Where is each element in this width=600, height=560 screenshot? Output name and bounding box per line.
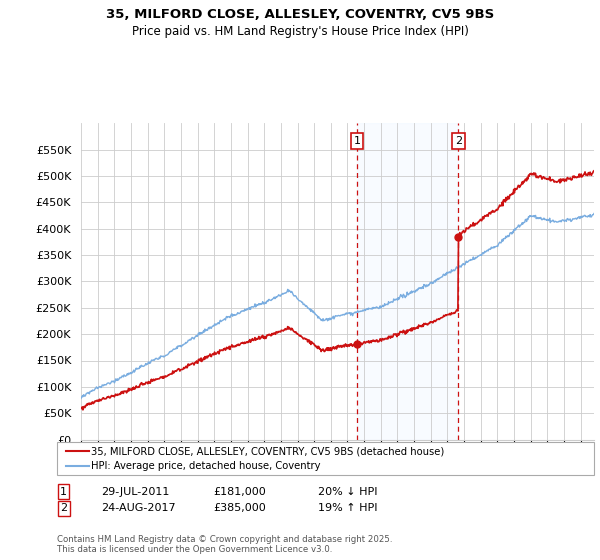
Text: 19% ↑ HPI: 19% ↑ HPI (318, 503, 377, 514)
Text: HPI: Average price, detached house, Coventry: HPI: Average price, detached house, Cove… (91, 461, 320, 471)
Text: Price paid vs. HM Land Registry's House Price Index (HPI): Price paid vs. HM Land Registry's House … (131, 25, 469, 38)
Text: 29-JUL-2011: 29-JUL-2011 (101, 487, 169, 497)
Text: £181,000: £181,000 (213, 487, 266, 497)
Text: 1: 1 (60, 487, 67, 497)
Text: 2: 2 (60, 503, 67, 514)
Text: 35, MILFORD CLOSE, ALLESLEY, COVENTRY, CV5 9BS: 35, MILFORD CLOSE, ALLESLEY, COVENTRY, C… (106, 8, 494, 21)
Text: 2: 2 (455, 136, 462, 146)
Text: £385,000: £385,000 (213, 503, 266, 514)
Bar (357, 123, 458, 440)
Text: 35, MILFORD CLOSE, ALLESLEY, COVENTRY, CV5 9BS (detached house): 35, MILFORD CLOSE, ALLESLEY, COVENTRY, C… (91, 446, 445, 456)
Text: 1: 1 (353, 136, 361, 146)
Text: 24-AUG-2017: 24-AUG-2017 (101, 503, 175, 514)
Text: 20% ↓ HPI: 20% ↓ HPI (318, 487, 377, 497)
Text: Contains HM Land Registry data © Crown copyright and database right 2025.
This d: Contains HM Land Registry data © Crown c… (57, 535, 392, 554)
